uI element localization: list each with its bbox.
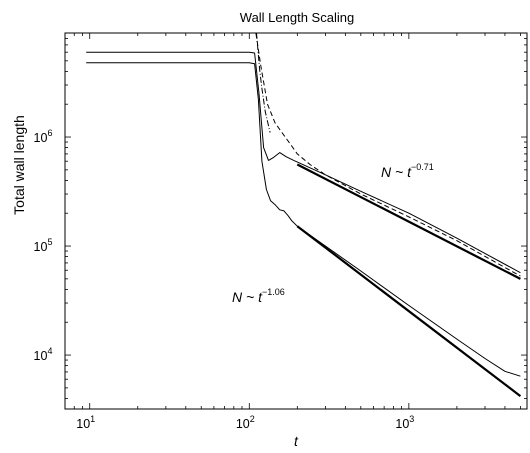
y-axis-ticks: 104 105 106 [34, 32, 527, 399]
x-axis-label: t [294, 433, 299, 449]
annotation-lower-exponent: −1.06 [262, 287, 285, 297]
x-tick-label: 103 [395, 414, 414, 431]
series-line-4-dashdot [256, 32, 271, 133]
y-axis-label: Total wall length [11, 115, 27, 215]
y-tick-label: 105 [34, 237, 53, 254]
plot-lines [86, 32, 522, 397]
annotation-lower: N ~ t−1.06 [232, 287, 285, 305]
series-line-2-solid-thin [86, 62, 521, 377]
y-tick-label: 106 [34, 128, 53, 145]
annotation-upper: N ~ t−0.71 [381, 162, 434, 180]
annotation-lower-text: N ~ t [232, 289, 263, 305]
x-tick-label: 102 [236, 414, 255, 431]
series-line-1-solid-thin [86, 51, 521, 274]
x-tick-label: 101 [76, 414, 95, 431]
series-line-3-dashed [255, 32, 521, 277]
svg-text:N ~ t−1.06: N ~ t−1.06 [232, 287, 285, 305]
plot-area-frame [64, 32, 528, 410]
series-line-5-fit-thick [296, 163, 521, 280]
chart-title: Wall Length Scaling [240, 10, 354, 25]
x-axis-ticks: 101 102 103 [64, 33, 521, 431]
annotation-upper-text: N ~ t [381, 164, 412, 180]
annotation-upper-exponent: −0.71 [411, 162, 434, 172]
svg-text:N ~ t−0.71: N ~ t−0.71 [381, 162, 434, 180]
series-line-6-fit-thick [296, 225, 522, 397]
y-tick-label: 104 [34, 346, 53, 363]
